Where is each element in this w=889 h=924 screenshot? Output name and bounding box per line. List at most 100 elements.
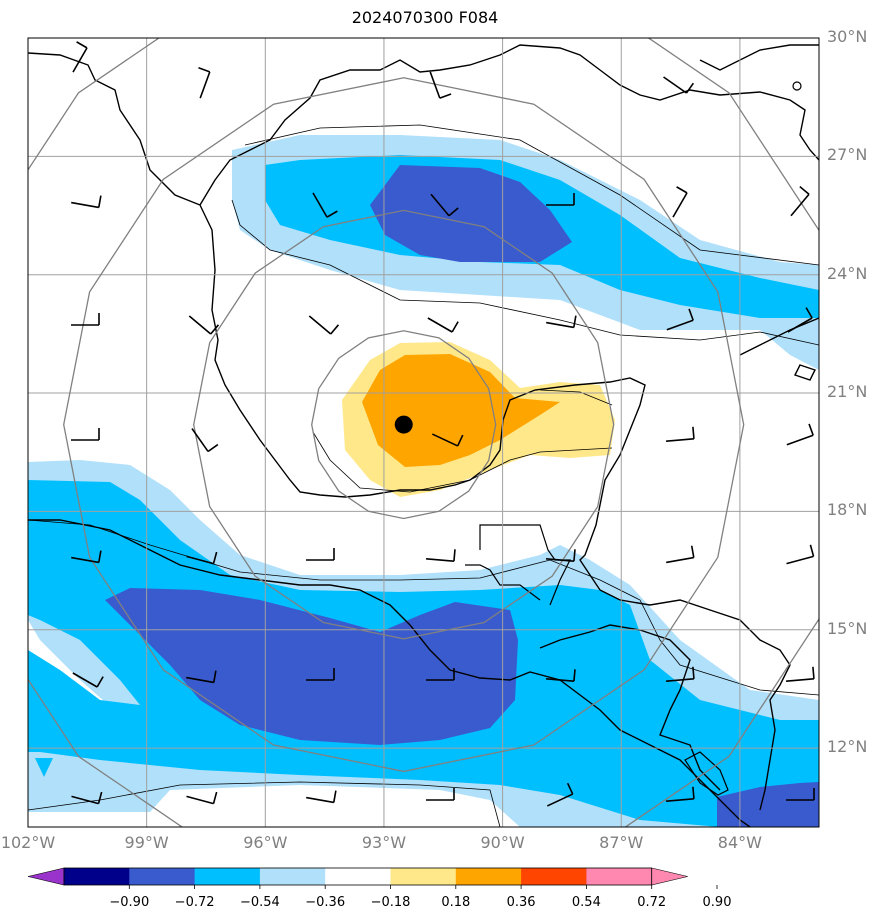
wind-barb [186,670,217,684]
colorbar-tick-label: −0.54 [239,895,280,910]
wind-barb [71,550,102,564]
wind-barb [71,791,103,805]
wind-barb [786,788,815,801]
longitude-tick-label: 84°W [717,833,762,852]
colorbar-tick-label: −0.90 [109,895,150,910]
coastline-pacific [28,519,751,827]
longitude-tick-label: 96°W [243,833,288,852]
coastline-central-america-east [539,589,791,811]
wind-barb [429,71,452,99]
wind-barb [426,788,455,801]
wind-barb [426,668,455,681]
latitude-tick-label: 27°N [827,145,868,165]
wind-barb [430,193,459,217]
wind-barb [786,544,815,565]
wind-barb [666,545,695,564]
colorbar-segment [586,868,652,885]
plot-frame [27,37,820,828]
colorbar-segment [455,868,522,885]
wind-barbs [71,41,815,807]
coastline-florida [699,44,819,381]
wind-barb [672,186,688,218]
latitude-tick-label: 24°N [827,263,868,283]
wind-barb [72,41,88,73]
colorbar [27,867,718,889]
wind-barb [665,426,695,443]
colorbar-segment [521,868,587,885]
colorbar-segment [129,868,196,885]
colorbar-segment [259,868,326,885]
latitude-tick-label: 21°N [827,382,868,402]
wind-barb [188,315,220,335]
range-rings [28,38,819,827]
colorbar-segment [64,868,130,885]
grid-lines [28,38,819,827]
coastline-gulf-north [28,44,819,591]
wind-barb [545,669,576,683]
range-ring [63,77,745,773]
storm-center-marker [394,415,413,434]
colorbar-tick-label: 0.36 [506,895,536,910]
wind-barb [71,195,102,209]
longitude-tick-label: 87°W [599,833,644,852]
colorbar-extend-high [651,867,688,886]
wind-barb [787,307,813,333]
contour-blue-gulf-tip [35,758,53,777]
range-ring [193,209,615,640]
wind-barb [186,551,218,565]
wind-barb [785,666,815,683]
longitude-tick-label: 93°W [361,833,407,852]
lake-nicaragua [684,751,729,796]
wind-barb [191,428,219,453]
wind-barb [312,192,338,218]
wind-barb [790,185,810,217]
wind-barb [71,428,100,441]
range-ring [311,330,497,520]
longitude-tick-label: 99°W [124,833,169,852]
latitude-tick-label: 18°N [827,500,868,520]
colorbar-segment [194,868,261,885]
colorbar-tick-label: 0.72 [637,895,667,910]
wind-barb [786,423,814,446]
border-mexico-guatemala [465,524,571,606]
contour-dark-blue-south [105,588,518,745]
contour-dark-blue-southeast [717,782,819,827]
contour-orange [362,354,560,467]
wind-barb [665,666,695,683]
contour-dark-blue-north [370,165,572,262]
wind-barb [71,313,100,326]
wind-barb [546,193,575,206]
contour-line-north [231,124,819,346]
colorbar-tick-label: −0.18 [370,895,411,910]
colorbar-frame [63,867,653,886]
colorbar-extend-low [27,867,65,886]
lake-okeechobee [792,81,802,91]
wind-barb [427,317,459,333]
wind-barb [666,308,694,331]
colorbar-tick-label: 0.18 [441,895,471,910]
colorbar-segment [325,868,391,885]
longitude-tick-label: 102°W [0,833,56,852]
latitude-tick-label: 30°N [827,27,868,46]
wind-barb [546,782,574,807]
wind-barb [545,549,576,563]
range-ring [28,38,819,827]
wind-barb [425,549,456,563]
wind-barb [198,66,211,99]
latitude-tick-label: 12°N [827,737,868,757]
colorbar-segment [390,868,457,885]
wind-barb [306,548,335,561]
wind-barb [72,672,104,688]
wind-barb [665,786,695,803]
colorbar-tick-label: 0.90 [702,895,732,910]
contour-line-center [312,389,613,493]
latitude-tick-label: 15°N [827,618,868,638]
longitude-tick-label: 90°W [480,833,525,852]
wind-barb [431,433,464,447]
colorbar-tick-label: 0.54 [571,895,601,910]
wind-barb [546,315,577,329]
wind-barb [186,791,218,805]
wind-barb [308,315,340,335]
colorbar-tick-label: −0.72 [174,895,215,910]
